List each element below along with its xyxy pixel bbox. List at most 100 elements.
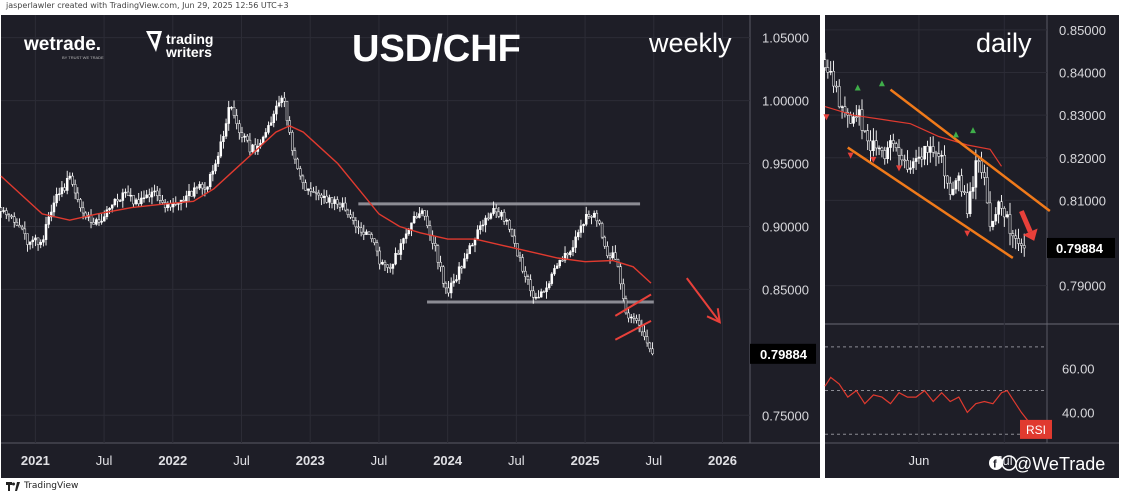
daily-buy-marker: [854, 84, 861, 91]
weekly-candle-body: [370, 234, 373, 239]
weekly-candle-body: [396, 252, 400, 255]
weekly-candle-body: [513, 235, 516, 244]
weekly-candle-body: [452, 280, 456, 284]
weekly-candle-body: [224, 123, 228, 137]
daily-candle-body: [960, 175, 963, 192]
weekly-candle-body: [606, 245, 609, 257]
weekly-candle-body: [577, 232, 580, 238]
weekly-candle-body: [330, 197, 334, 204]
weekly-candle-body: [500, 211, 503, 217]
rsi-label: RSI: [1026, 423, 1046, 437]
weekly-candle-body: [619, 266, 622, 285]
weekly-candle-body: [150, 191, 154, 198]
daily-candle-body: [923, 145, 926, 160]
weekly-candle-body: [137, 199, 140, 205]
weekly-candle-body: [343, 202, 347, 211]
weekly-candle-body: [436, 245, 440, 263]
daily-candle-body: [906, 160, 909, 170]
weekly-candle-body: [12, 216, 16, 223]
weekly-candle-body: [251, 144, 254, 153]
weekly-candle-body: [116, 198, 119, 202]
weekly-candle-body: [306, 188, 310, 191]
daily-candle-body: [971, 187, 975, 192]
weekly-candle-body: [391, 263, 395, 269]
daily-time-tick: Jun: [908, 453, 929, 468]
daily-sell-marker: [823, 114, 830, 121]
daily-candle-body: [928, 146, 932, 153]
weekly-candle-body: [574, 236, 577, 248]
weekly-candle-body: [248, 139, 252, 153]
weekly-candle-body: [410, 222, 413, 230]
daily-candle-body: [1002, 208, 1006, 218]
daily-candle-body: [1022, 245, 1026, 249]
weekly-candle-body: [309, 188, 313, 192]
weekly-candle-body: [592, 212, 596, 218]
daily-candle-body: [874, 140, 878, 149]
weekly-price-tick: 1.00000: [762, 94, 809, 109]
weekly-candle-body: [598, 220, 601, 224]
weekly-candle-body: [121, 192, 125, 201]
daily-price-tick: 0.82000: [1059, 151, 1106, 166]
weekly-candle-body: [201, 184, 204, 189]
weekly-candle-body: [190, 190, 193, 197]
daily-candle-body: [974, 160, 978, 188]
weekly-candle-body: [545, 287, 548, 293]
weekly-candle-body: [524, 270, 527, 277]
weekly-candle-body: [187, 190, 191, 197]
weekly-candle-body: [402, 238, 405, 244]
weekly-candle-body: [60, 187, 64, 195]
weekly-last-price-label: 0.79884: [760, 347, 808, 362]
weekly-candle-body: [383, 261, 387, 266]
weekly-candle-body: [267, 125, 270, 133]
daily-candle-body: [985, 177, 989, 204]
weekly-candle-body: [110, 204, 114, 209]
weekly-candle-body: [238, 123, 241, 133]
daily-buy-marker: [952, 131, 959, 138]
weekly-arrow-shaft: [685, 277, 721, 323]
weekly-candles: [0, 92, 654, 356]
daily-price-tick: 0.83000: [1059, 108, 1106, 123]
weekly-candle-body: [365, 231, 368, 235]
weekly-candle-body: [407, 229, 411, 235]
weekly-candle-body: [155, 190, 159, 196]
weekly-candle-body: [55, 193, 58, 204]
daily-moving-average-line: [824, 106, 1002, 167]
weekly-candle-body: [63, 187, 66, 191]
weekly-candle-body: [627, 312, 630, 319]
weekly-candle-body: [246, 135, 249, 141]
weekly-candle-body: [322, 195, 326, 198]
weekly-candle-body: [280, 97, 283, 103]
weekly-candle-body: [614, 252, 617, 260]
weekly-time-tick: Jul: [233, 453, 250, 468]
weekly-candle-body: [5, 210, 8, 215]
daily-candle-body: [860, 109, 864, 131]
daily-candles: [823, 52, 1026, 257]
daily-candle-body: [920, 156, 924, 160]
weekly-candle-body: [505, 219, 509, 222]
weekly-candle-body: [571, 247, 575, 253]
weekly-wedge-line: [614, 320, 652, 341]
weekly-candle-body: [145, 194, 148, 199]
weekly-candle-body: [584, 214, 588, 225]
weekly-price-axis: 1.05000 1.00000 0.95000 0.90000 0.85000 0.750…: [750, 31, 816, 423]
weekly-candle-body: [298, 168, 302, 177]
rsi-line: [824, 376, 1039, 431]
daily-candle-body: [837, 86, 841, 108]
weekly-candle-body: [346, 209, 350, 215]
daily-candle-body: [863, 130, 867, 132]
weekly-candle-body: [235, 115, 238, 124]
daily-sell-marker: [896, 165, 902, 172]
weekly-candle-body: [532, 290, 535, 298]
weekly-candle-body: [198, 184, 201, 189]
daily-candle-body: [869, 140, 872, 152]
weekly-candle-body: [569, 251, 572, 256]
weekly-candle-body: [203, 187, 207, 190]
daily-candle-body: [826, 67, 830, 73]
weekly-candle-body: [52, 202, 56, 213]
daily-candle-body: [840, 106, 844, 108]
weekly-candle-body: [518, 255, 522, 258]
weekly-candle-body: [582, 224, 585, 227]
weekly-candle-body: [108, 207, 111, 211]
daily-candle-body: [951, 188, 955, 195]
weekly-candle-body: [349, 214, 352, 218]
